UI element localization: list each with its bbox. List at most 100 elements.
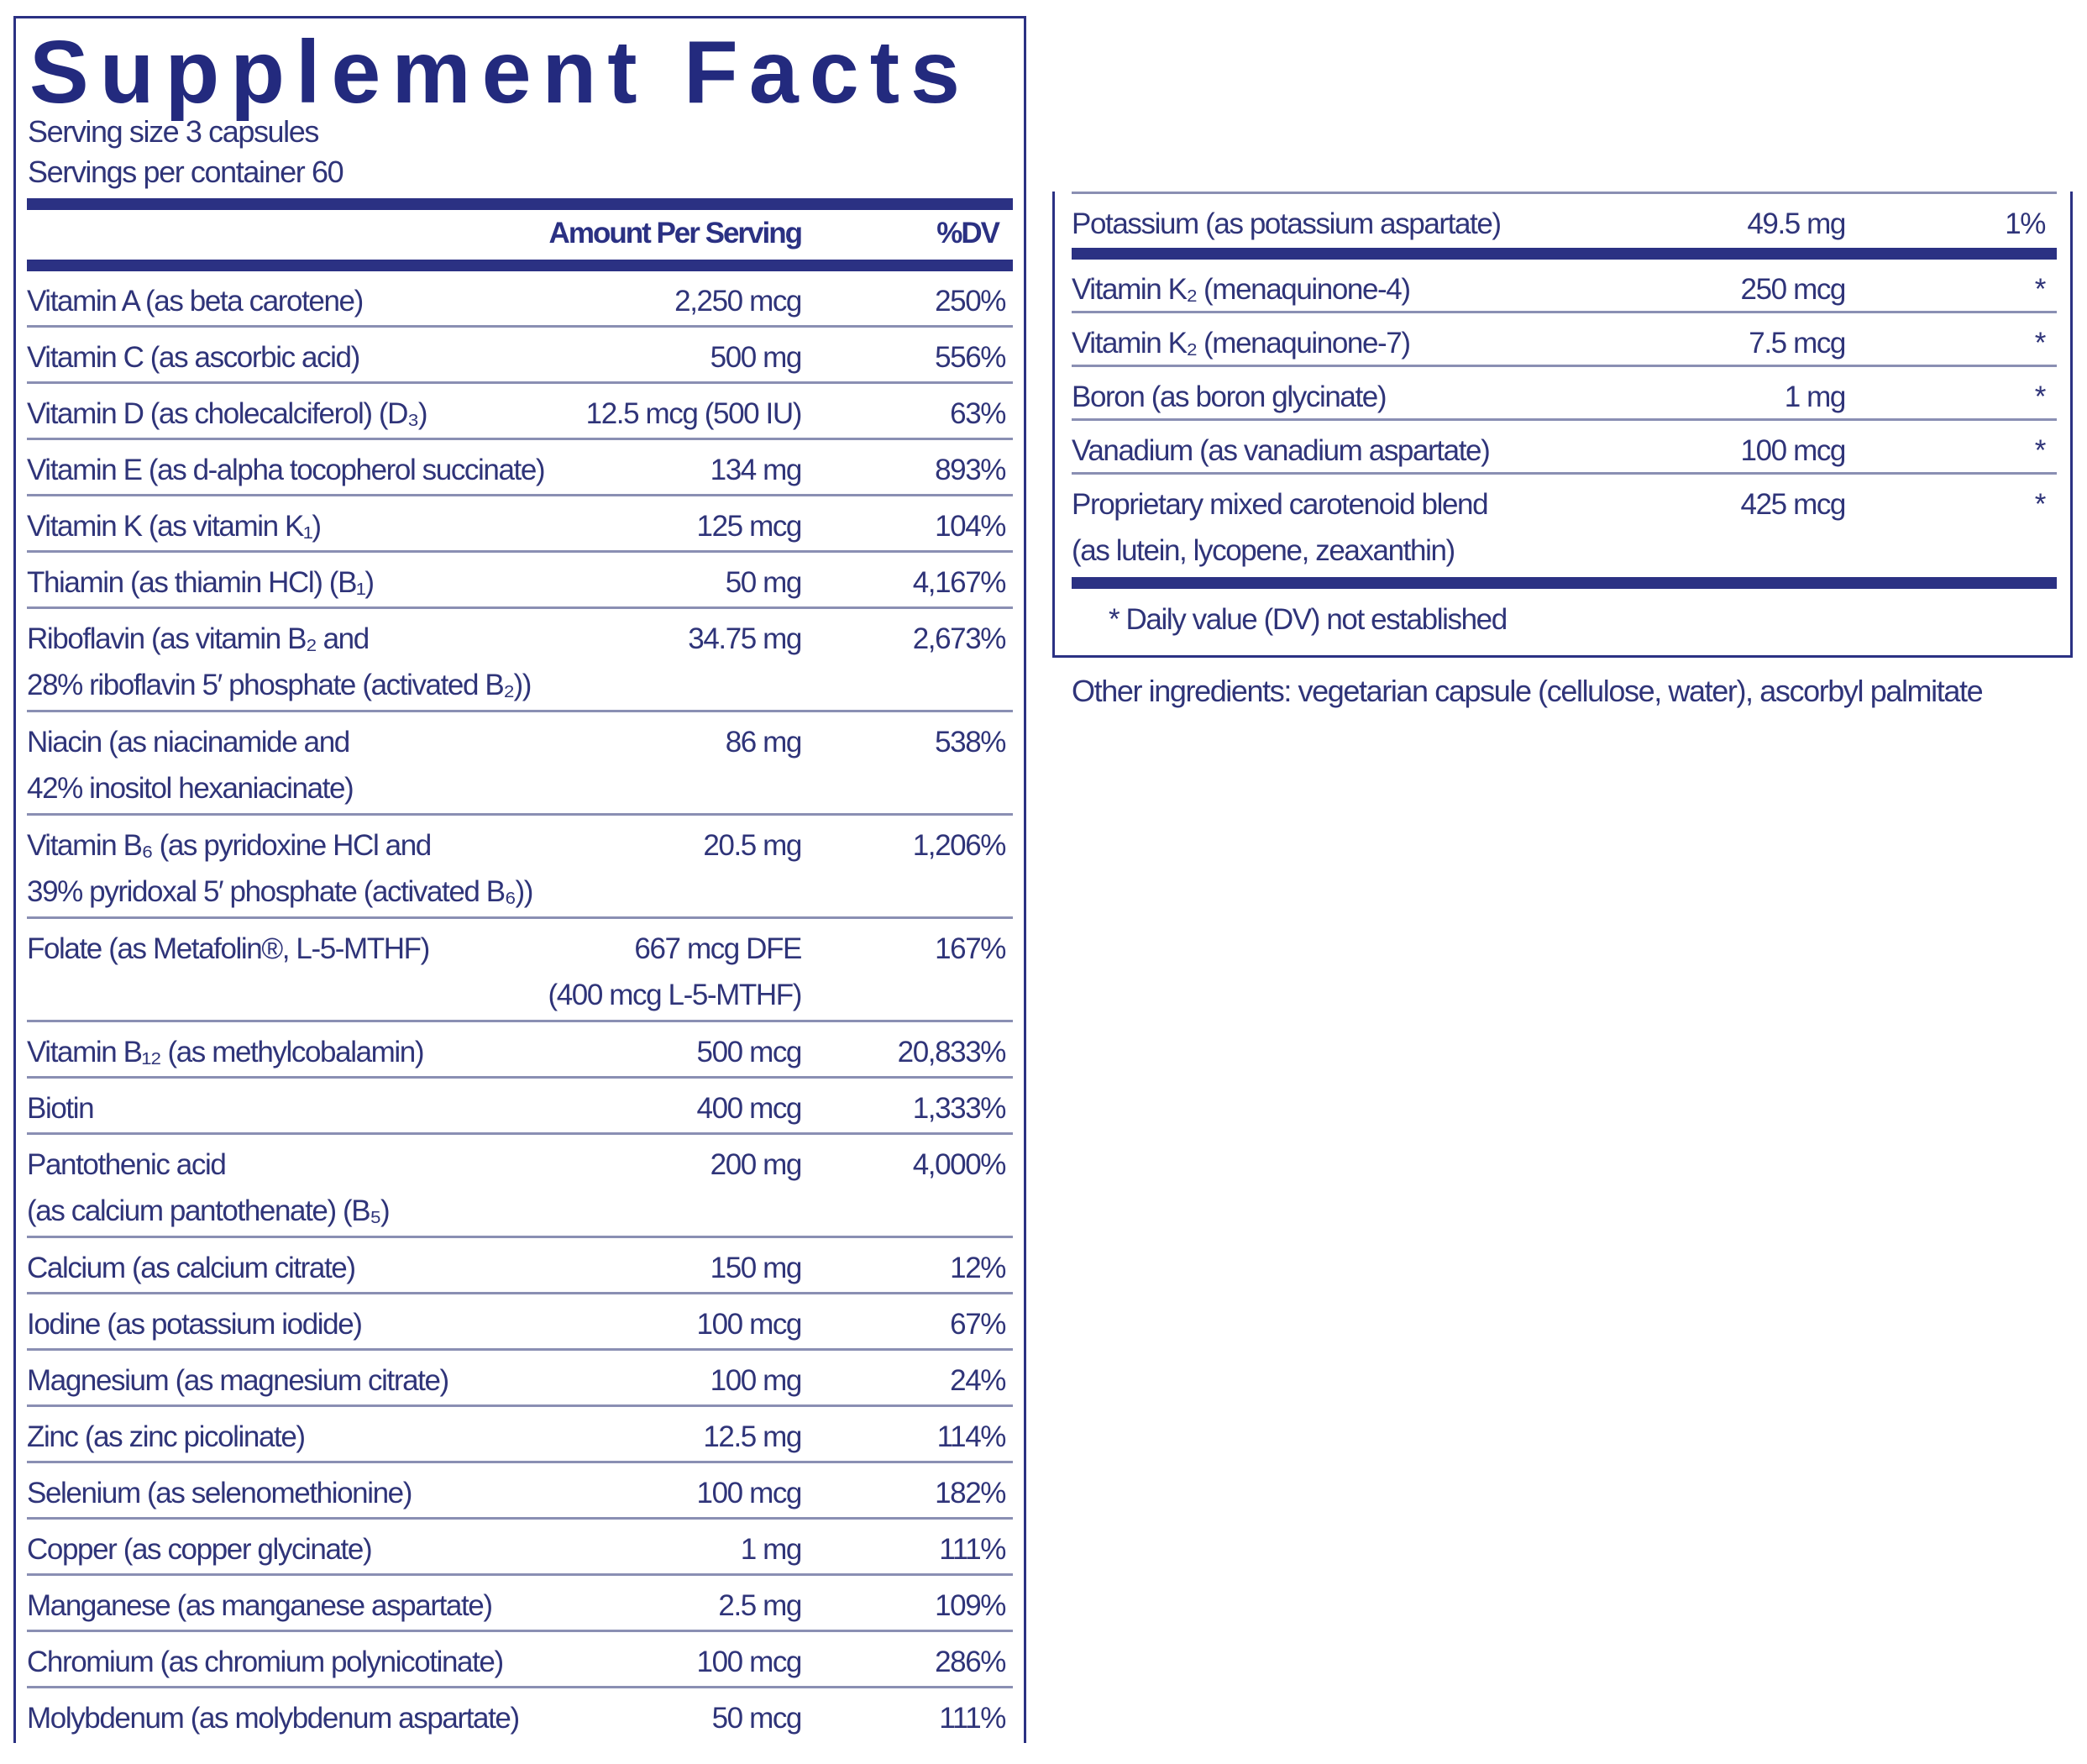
amount-header: Amount Per Serving	[548, 217, 803, 249]
nutrient-amount: 134 mg	[710, 447, 803, 493]
table-row: Molybdenum (as molybdenum aspartate) 50 m…	[27, 1688, 1013, 1745]
nutrient-name-line: Zinc (as zinc picolinate)	[27, 1420, 306, 1453]
nutrient-amount: 20.5 mg	[703, 822, 802, 869]
dv-header: %DV	[936, 217, 1000, 249]
nutrient-name-line: Vitamin C (as ascorbic acid)	[27, 341, 360, 374]
daily-value: 111%	[939, 1533, 1006, 1566]
nutrient-name-line: Biotin	[27, 1092, 95, 1125]
nutrient-amount-line: 12.5 mcg (500 IU)	[585, 397, 803, 430]
nutrient-name-line: Molybdenum (as molybdenum aspartate)	[27, 1702, 520, 1735]
serving-size: Serving size 3 capsules	[28, 114, 319, 149]
table-row: Boron (as boron glycinate) 1 mg *	[1072, 367, 2057, 421]
nutrient-name: Vitamin K (as vitamin K₁)	[27, 503, 322, 549]
nutrient-name: Vitamin C (as ascorbic acid)	[27, 334, 360, 381]
daily-value: *	[2034, 273, 2047, 306]
nutrient-amount: 1 mg	[741, 1526, 803, 1572]
nutrient-name-line: 39% pyridoxal 5′ phosphate (activated B₆…	[27, 875, 533, 908]
daily-value: 20,833%	[897, 1036, 1007, 1068]
nutrient-name: Thiamin (as thiamin HCl) (B₁)	[27, 559, 375, 606]
nutrient-name-line: Manganese (as manganese aspartate)	[27, 1589, 493, 1622]
thick-divider	[27, 260, 1013, 271]
nutrient-amount: 7.5 mcg	[1749, 320, 1846, 366]
nutrient-name-line: Vitamin K₂ (menaquinone-4)	[1072, 273, 1411, 306]
nutrient-amount-line: 125 mcg	[696, 510, 803, 543]
nutrient-amount-line: 49.5 mg	[1747, 207, 1846, 240]
nutrient-name: Calcium (as calcium citrate)	[27, 1245, 356, 1291]
daily-value: 1%	[2005, 207, 2046, 240]
nutrient-amount-line: 1 mg	[1784, 381, 1847, 413]
daily-value: 67%	[950, 1308, 1006, 1341]
nutrient-name-line: Pantothenic acid	[27, 1148, 227, 1181]
servings-per-container: Servings per container 60	[28, 155, 344, 189]
nutrient-amount: 34.75 mg	[688, 616, 802, 662]
daily-value: 2,673%	[912, 622, 1007, 655]
nutrient-name: Riboflavin (as vitamin B₂ and 28% ribofla…	[27, 616, 532, 708]
nutrient-name-line: Vitamin B₁₂ (as methylcobalamin)	[27, 1036, 424, 1068]
nutrient-amount-line: 100 mcg	[696, 1646, 803, 1678]
nutrient-name-line: Vitamin B₆ (as pyridoxine HCl and	[27, 829, 432, 862]
nutrient-amount: 100 mg	[710, 1357, 803, 1404]
nutrient-amount-line: 134 mg	[710, 454, 803, 486]
daily-value: 893%	[935, 454, 1006, 486]
nutrient-amount-line: 667 mcg DFE	[634, 932, 802, 965]
daily-value: 4,000%	[912, 1148, 1007, 1181]
daily-value: 250%	[935, 285, 1006, 318]
nutrient-amount: 100 mcg	[696, 1301, 803, 1347]
table-row: Vitamin D (as cholecalciferol) (D₃) 12.5 …	[27, 384, 1013, 440]
nutrient-name: Vitamin K₂ (menaquinone-4)	[1072, 266, 1411, 312]
daily-value: 1,333%	[912, 1092, 1007, 1125]
table-row: Vitamin E (as d-alpha tocopherol succina…	[27, 440, 1013, 496]
table-row: Iodine (as potassium iodide) 100 mcg 67%	[27, 1294, 1013, 1351]
nutrient-name: Pantothenic acid (as calcium pantothenate…	[27, 1142, 391, 1234]
nutrient-amount: 100 mcg	[696, 1639, 803, 1685]
table-row: Vitamin B₆ (as pyridoxine HCl and 39% pyr…	[27, 816, 1013, 919]
nutrient-name-line: Riboflavin (as vitamin B₂ and	[27, 622, 370, 655]
nutrient-amount-line: 12.5 mg	[703, 1420, 802, 1453]
nutrient-amount: 500 mcg	[697, 1029, 803, 1075]
daily-value: 4,167%	[912, 566, 1007, 599]
nutrient-name: Zinc (as zinc picolinate)	[27, 1414, 306, 1460]
nutrient-name: Vanadium (as vanadium aspartate)	[1072, 428, 1491, 474]
nutrient-amount-line: 100 mg	[710, 1364, 803, 1397]
table-row: Potassium (as potassium aspartate) 49.5 m…	[1072, 194, 2057, 260]
nutrient-amount-line: 100 mcg	[696, 1308, 803, 1341]
nutrient-name: Boron (as boron glycinate)	[1072, 374, 1387, 420]
nutrient-name-line: Vitamin E (as d-alpha tocopherol succina…	[27, 454, 546, 486]
nutrient-name: Potassium (as potassium aspartate)	[1072, 201, 1502, 247]
table-row: Proprietary mixed carotenoid blend (as lu…	[1072, 475, 2057, 589]
table-row: Manganese (as manganese aspartate) 2.5 mg…	[27, 1576, 1013, 1632]
nutrient-name-line: Vitamin A (as beta carotene)	[27, 285, 364, 318]
daily-value: *	[2034, 434, 2047, 467]
nutrient-name: Proprietary mixed carotenoid blend (as lu…	[1072, 481, 1489, 574]
nutrient-name: Vitamin B₁₂ (as methylcobalamin)	[27, 1029, 424, 1075]
table-row: Pantothenic acid (as calcium pantothenate…	[27, 1135, 1013, 1238]
nutrient-name-line: Proprietary mixed carotenoid blend	[1072, 488, 1489, 521]
nutrient-amount-line: 100 mcg	[1740, 434, 1847, 467]
nutrient-amount-line: 425 mcg	[1740, 488, 1847, 521]
daily-value: 167%	[935, 932, 1006, 965]
table-row: Selenium (as selenomethionine) 100 mcg 182…	[27, 1463, 1013, 1520]
nutrient-amount-line: 400 mcg	[696, 1092, 803, 1125]
nutrient-amount-line: 150 mg	[710, 1252, 803, 1284]
nutrient-amount: 1 mg	[1784, 374, 1847, 420]
daily-value: 114%	[936, 1420, 1007, 1453]
nutrient-name-line: Copper (as copper glycinate)	[27, 1533, 373, 1566]
nutrient-amount-line: 7.5 mcg	[1749, 327, 1846, 360]
table-row: Vitamin C (as ascorbic acid) 500 mg 556%	[27, 328, 1013, 384]
nutrient-name-line: 28% riboflavin 5′ phosphate (activated B…	[27, 669, 532, 701]
other-ingredients: Other ingredients: vegetarian capsule (c…	[1072, 674, 1984, 708]
nutrient-name-line: Vitamin D (as cholecalciferol) (D₃)	[27, 397, 428, 430]
daily-value: 538%	[935, 726, 1006, 759]
daily-value: 182%	[935, 1477, 1006, 1509]
nutrient-amount-line: 2,250 mcg	[674, 285, 802, 318]
daily-value: 12%	[950, 1252, 1006, 1284]
nutrient-name-line: (as lutein, lycopene, zeaxanthin)	[1072, 534, 1455, 567]
daily-value: 1,206%	[912, 829, 1007, 862]
nutrient-name: Vitamin K₂ (menaquinone-7)	[1072, 320, 1411, 366]
nutrient-amount: 86 mg	[726, 719, 803, 765]
supplement-facts-continued-panel: Potassium (as potassium aspartate) 49.5 m…	[1052, 192, 2073, 658]
nutrient-amount-line: 500 mg	[710, 341, 803, 374]
nutrient-amount-line: 100 mcg	[696, 1477, 803, 1509]
nutrient-amount: 12.5 mcg (500 IU)	[585, 391, 803, 437]
nutrient-amount: 2,250 mcg	[674, 278, 802, 324]
